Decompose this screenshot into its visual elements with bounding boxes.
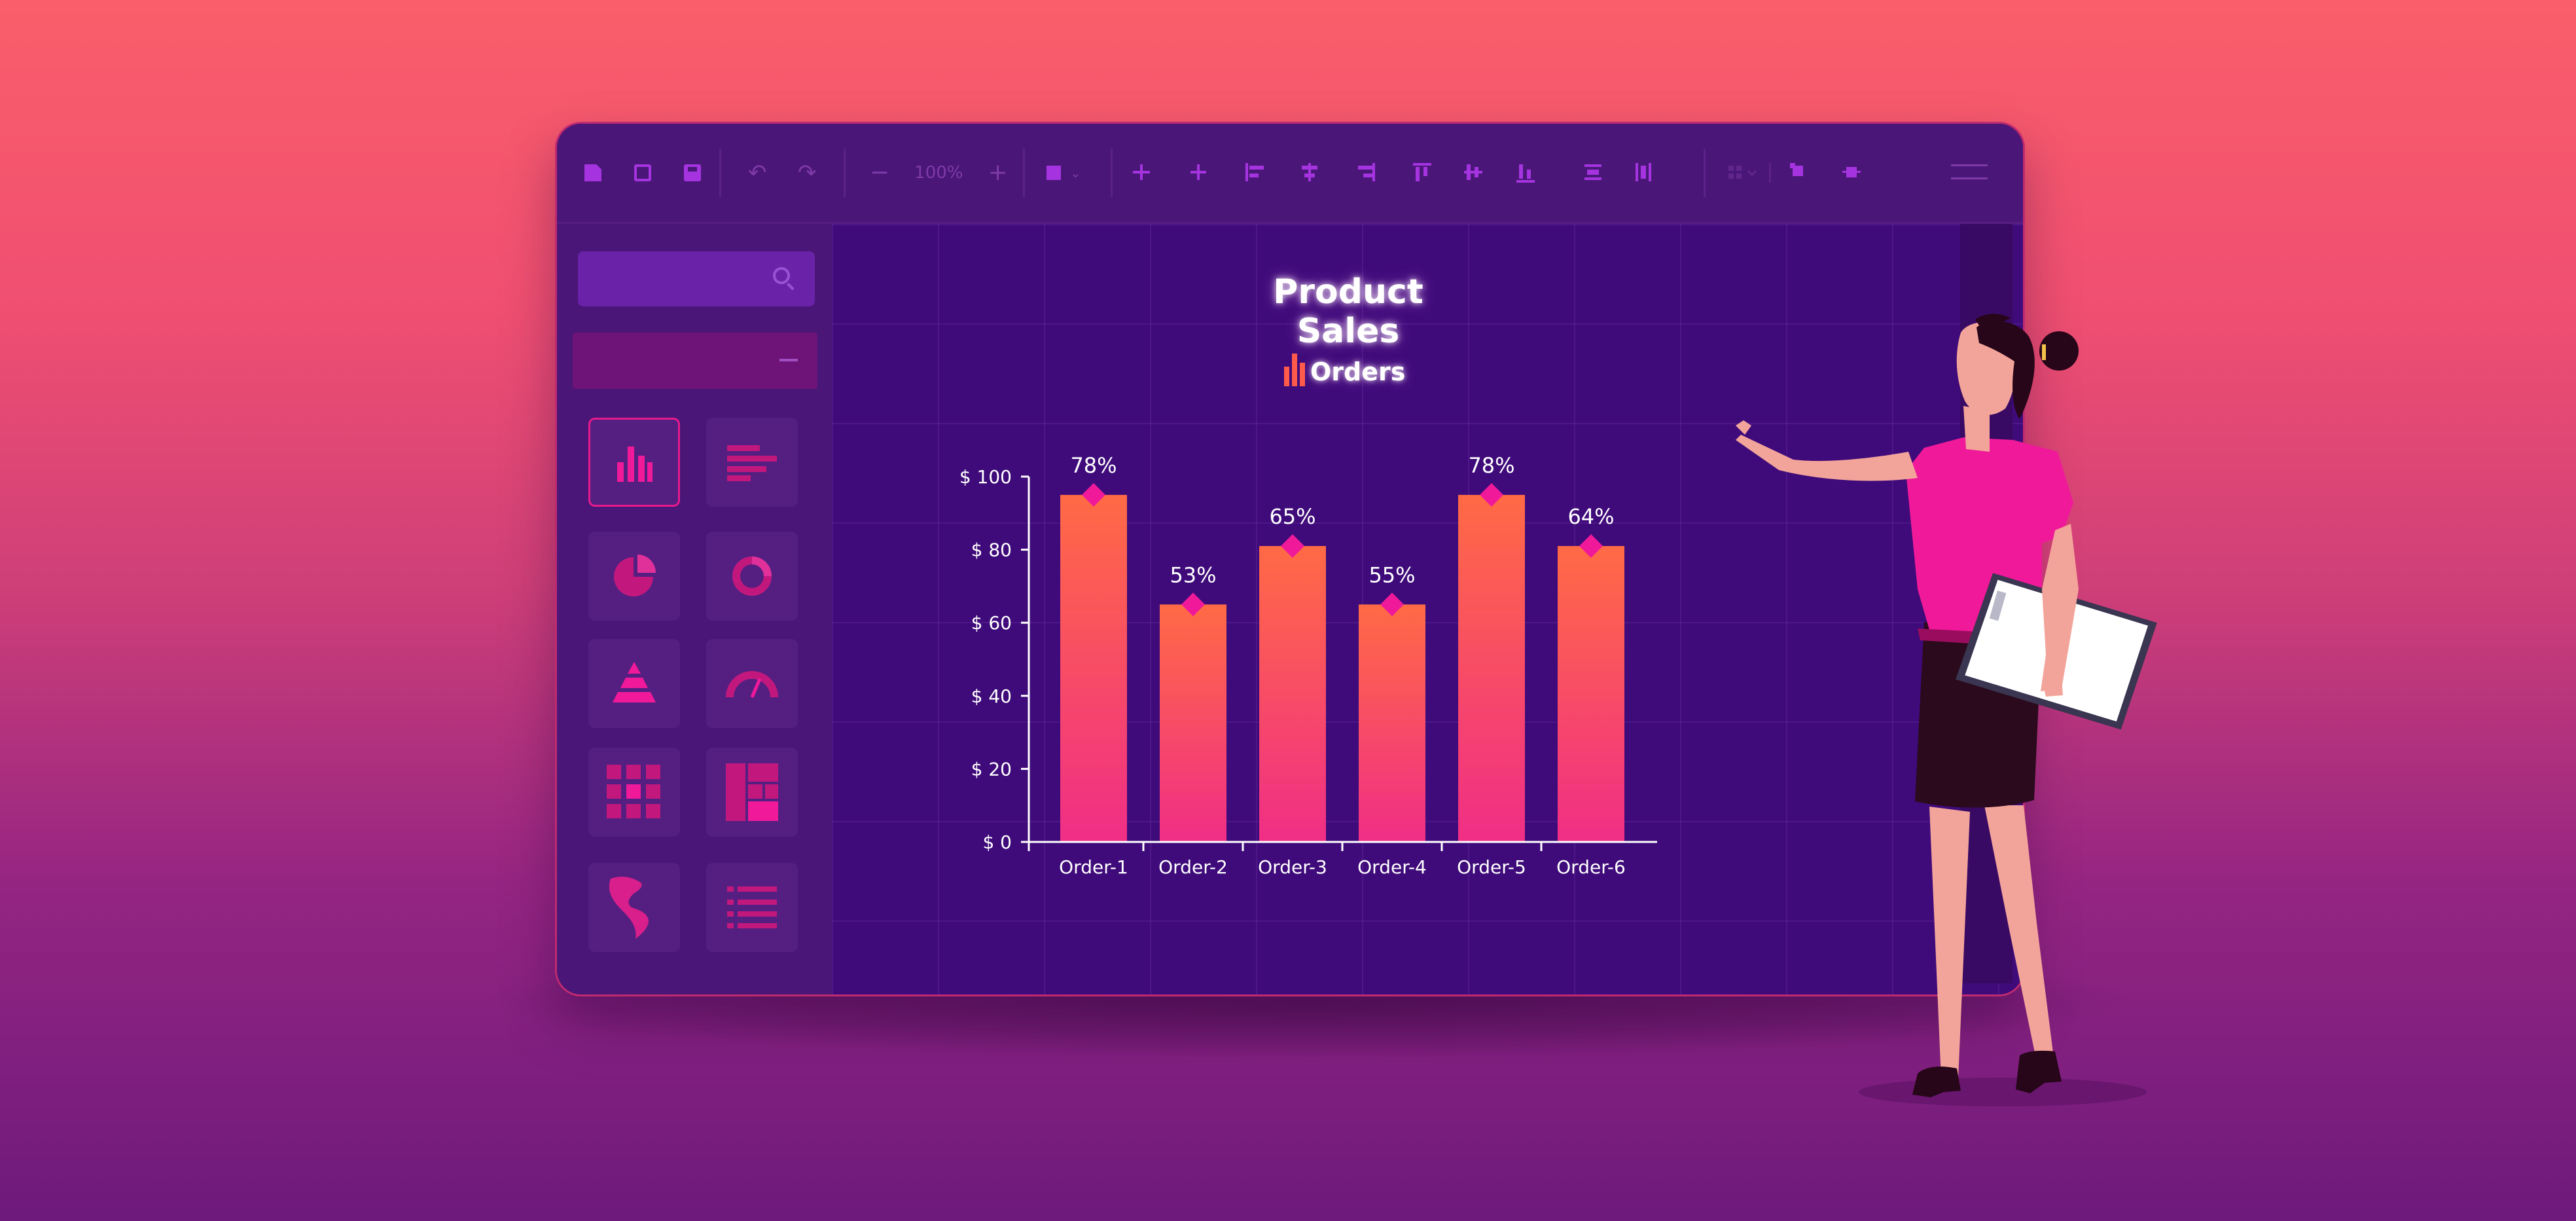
widget-sidebar [557,224,832,994]
align-bottom-icon[interactable] [1516,164,1535,183]
bar-chart-icon [617,446,653,482]
bar-marker [1181,592,1205,617]
bring-forward-icon[interactable] [1790,163,1803,176]
data-label: 53% [1170,562,1216,587]
bar-marker [1480,483,1503,507]
toolbar-divider [1023,149,1025,197]
chart-title: Product Sales [1273,272,1423,351]
pyramid-chart-icon [613,662,656,702]
y-tick-label: $ 60 [971,612,1012,634]
toolbar-divider [844,149,846,197]
data-label: 78% [1070,453,1117,478]
y-tick-label: $ 0 [982,831,1012,853]
align-middle-icon[interactable] [1464,164,1482,180]
toolbar: ↶ ↷ − 100% + ⌄ [557,124,2023,224]
x-tick-label: Order-4 [1357,856,1427,878]
data-label: 64% [1567,504,1614,529]
grid-snap-icon[interactable] [1728,166,1757,179]
toolbar-divider [719,149,721,197]
shape-fill-icon[interactable] [1046,166,1061,180]
bar [1359,604,1425,842]
x-tick-label: Order-2 [1158,856,1228,878]
zoom-level[interactable]: 100% [914,163,963,183]
toolbar-divider [1704,149,1706,197]
y-tick-label: $ 80 [971,539,1012,561]
donut-chart-icon [732,556,772,596]
x-tick-label: Order-1 [1059,856,1128,878]
y-tick-label: $ 40 [971,685,1012,707]
pie-chart-icon [614,555,656,596]
search-input[interactable] [578,251,815,306]
align-right-icon[interactable] [1358,163,1375,181]
gauge-icon [726,671,778,698]
align-left-icon[interactable] [1245,163,1264,181]
category-dropdown[interactable] [573,333,817,389]
treemap-icon [726,763,778,821]
bar-marker [1380,592,1404,617]
bar-marker [1579,534,1603,558]
bar [1259,546,1326,842]
chart-legend: Orders [1284,354,1405,386]
gauge-widget[interactable] [706,639,798,728]
bar [1558,546,1624,842]
data-label: 78% [1468,453,1514,478]
presenter-figure [1736,314,2157,1106]
zoom-in-button[interactable]: + [988,159,1008,186]
new-file-icon[interactable] [584,164,601,181]
toolbar-divider [1111,149,1113,197]
toolbar-divider [1769,163,1771,183]
legend-label: Orders [1310,357,1406,386]
bar [1458,494,1525,842]
list-widget[interactable] [706,863,798,952]
y-tick-label: $ 100 [959,466,1012,488]
x-tick-label: Order-6 [1556,856,1626,878]
donut-chart-widget[interactable] [706,532,798,621]
map-widget[interactable] [588,863,680,952]
menu-icon[interactable] [1951,164,1988,179]
arrange-tools [1728,163,1988,183]
bar [1060,494,1127,842]
design-canvas[interactable] [832,224,2023,994]
map-icon [609,877,649,939]
pyramid-chart-widget[interactable] [588,639,680,728]
search-icon[interactable] [773,267,790,284]
horizontal-bar-icon [727,445,777,481]
open-folder-icon[interactable] [634,164,651,181]
pie-chart-widget[interactable] [588,532,680,621]
x-tick-label: Order-5 [1457,856,1526,878]
redo-icon[interactable]: ↷ [798,160,817,186]
data-label: 65% [1269,504,1315,529]
data-label: 55% [1368,562,1415,587]
chevron-down-icon[interactable]: ⌄ [1070,165,1081,181]
align-top-icon[interactable] [1413,163,1431,181]
horizontal-bar-widget[interactable] [706,418,798,507]
undo-icon[interactable]: ↶ [748,160,767,186]
bar-chart-widget[interactable] [588,418,680,507]
align-vertical-center-icon[interactable] [1190,164,1206,180]
grid-widget[interactable] [588,748,680,837]
bar-marker [1281,534,1304,558]
legend-bar-icon [1284,354,1305,386]
bar-marker [1082,483,1105,507]
align-tools [1133,163,1651,183]
list-icon [727,886,777,928]
treemap-widget[interactable] [706,748,798,837]
save-icon[interactable] [684,164,701,181]
y-tick-label: $ 20 [971,758,1012,780]
zoom-out-button[interactable]: − [870,159,890,186]
distribute-horizontal-icon[interactable] [1584,164,1601,180]
distribute-vertical-icon[interactable] [1636,163,1651,181]
align-center-icon[interactable] [1302,163,1317,181]
x-tick-label: Order-3 [1258,856,1327,878]
grid-icon [607,765,660,818]
align-horizontal-center-icon[interactable] [1133,164,1150,180]
send-backward-icon[interactable] [1842,167,1861,177]
bar [1160,604,1226,842]
collapse-icon[interactable] [779,359,798,361]
